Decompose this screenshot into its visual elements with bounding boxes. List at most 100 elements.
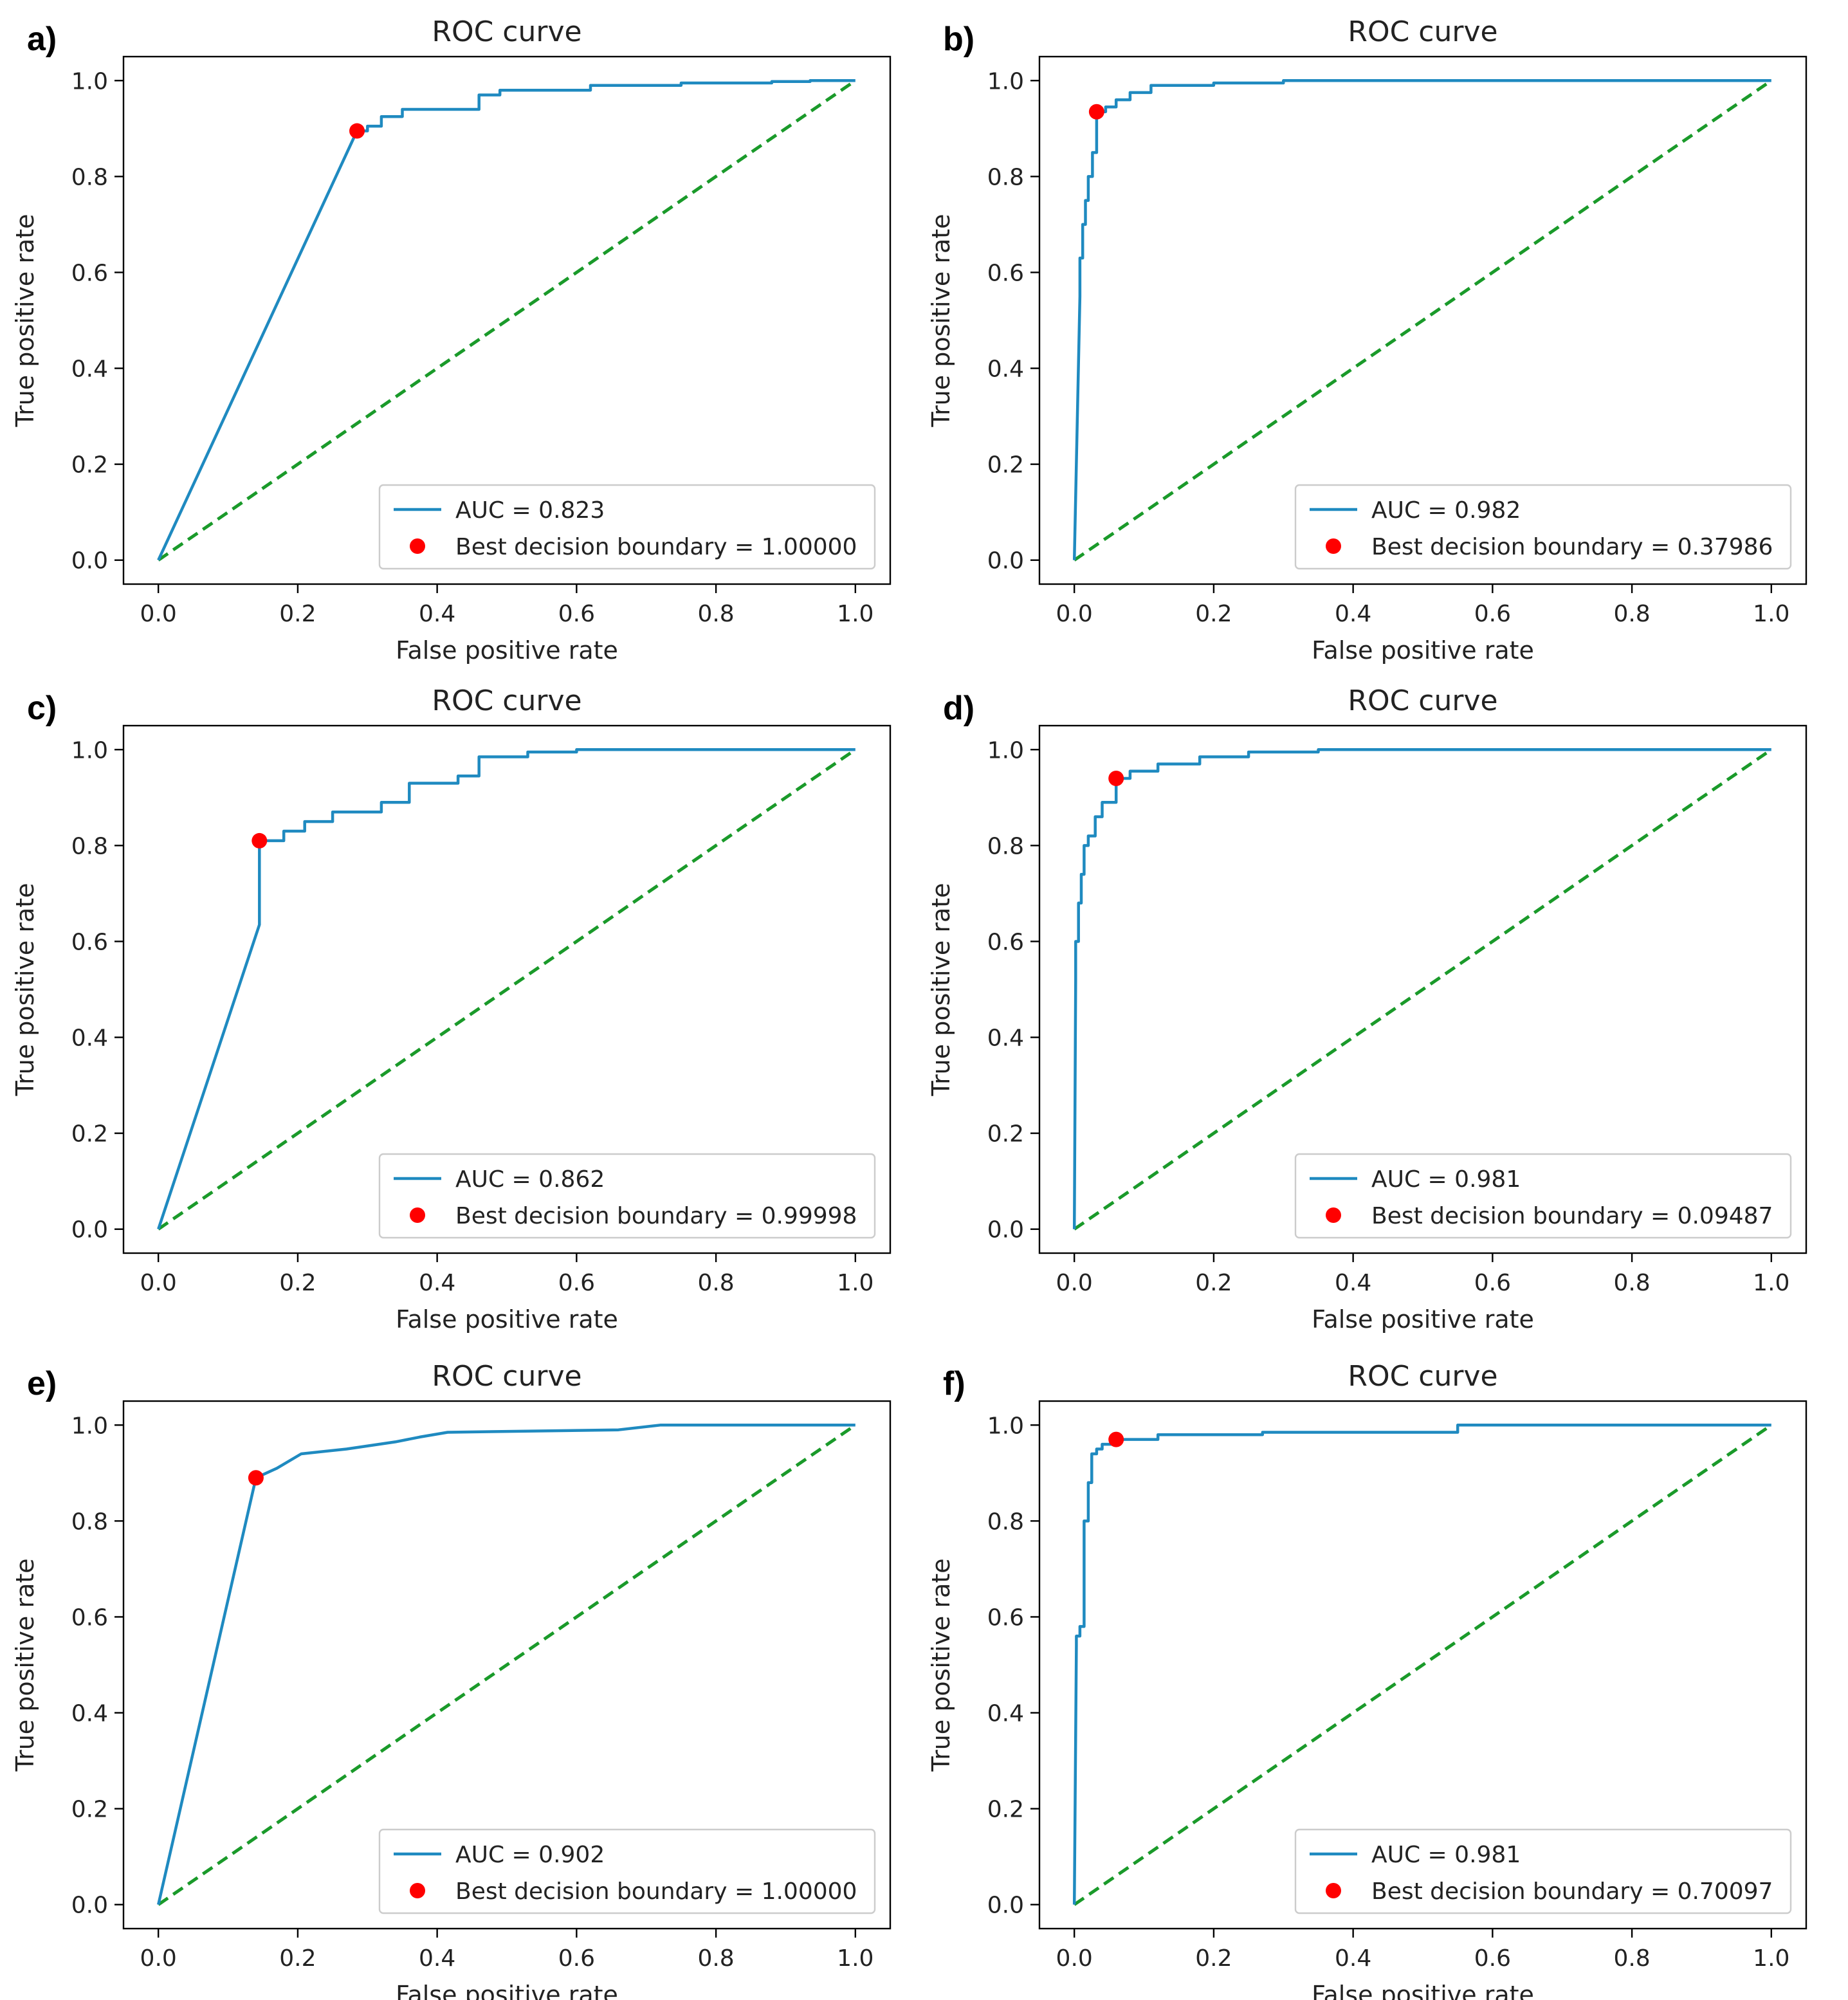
chance-diagonal-line: [157, 1424, 857, 1906]
roc-curve-line: [157, 1424, 855, 1905]
x-tick-label: 1.0: [1753, 1945, 1789, 1972]
x-tick-label: 0.6: [558, 601, 595, 627]
y-tick-label: 1.0: [987, 68, 1024, 95]
legend-auc-label: AUC = 0.981: [1371, 1166, 1521, 1193]
y-axis-label: True positive rate: [11, 883, 39, 1096]
x-tick-label: 0.6: [558, 1270, 595, 1296]
legend-point-swatch: [410, 1207, 425, 1223]
y-axis-label: True positive rate: [927, 883, 955, 1096]
x-tick-label: 0.0: [140, 601, 177, 627]
y-tick-label: 0.4: [71, 356, 108, 383]
legend-point-swatch: [1326, 538, 1341, 554]
x-tick-label: 0.2: [279, 1270, 316, 1296]
y-tick-label: 0.8: [71, 164, 108, 190]
y-axis-label: True positive rate: [927, 214, 955, 427]
x-tick-label: 0.0: [1056, 1270, 1093, 1296]
y-tick-label: 0.4: [987, 1025, 1024, 1052]
x-tick-label: 0.0: [140, 1270, 177, 1296]
y-tick-label: 1.0: [71, 1413, 108, 1439]
best-decision-point: [248, 1470, 264, 1486]
best-decision-point: [349, 123, 365, 139]
x-tick-label: 0.0: [1056, 601, 1093, 627]
roc-curve-line: [157, 748, 855, 1230]
roc-panel-f: f) ROC curve 0.0 0.2 0.4 0.6 0.8 1.0 0.0 0.2 0.4 0.…: [927, 1360, 1807, 2000]
chart-title: ROC curve: [432, 15, 581, 48]
legend-box: [1294, 484, 1792, 570]
roc-panel-d: d) ROC curve 0.0 0.2 0.4 0.6 0.8 1.0 0.0 0.2 0.4 0.…: [927, 684, 1807, 1334]
x-tick-label: 1.0: [1753, 601, 1789, 627]
y-tick-label: 0.6: [71, 929, 108, 955]
x-axis-label: False positive rate: [1312, 636, 1534, 665]
legend-box: [1294, 1153, 1792, 1239]
y-tick-label: 0.6: [987, 1604, 1024, 1631]
x-tick-label: 1.0: [837, 601, 874, 627]
roc-panel-e: e) ROC curve 0.0 0.2 0.4 0.6 0.8 1.0 0.0 0.2 0.4 0.…: [11, 1360, 892, 2000]
x-tick-label: 0.2: [279, 1945, 316, 1972]
axes-frame: [1038, 724, 1807, 1254]
x-axis-label: False positive rate: [396, 636, 618, 665]
x-axis-label: False positive rate: [1312, 1981, 1534, 2000]
chance-diagonal-line: [1073, 79, 1773, 562]
roc-panel-a: a) ROC curve 0.0 0.2 0.4 0.6 0.8 1.0 0.0 0.2 0.4 0.…: [11, 15, 892, 665]
axes-frame: [122, 1400, 892, 1930]
x-axis-label: False positive rate: [1312, 1305, 1534, 1334]
best-decision-point: [252, 832, 268, 849]
y-tick-label: 0.2: [71, 1797, 108, 1823]
legend-point-swatch: [410, 1883, 425, 1898]
y-tick-label: 0.6: [987, 929, 1024, 955]
x-tick-label: 0.8: [1613, 601, 1650, 627]
roc-curve-line: [157, 79, 855, 561]
x-tick-label: 0.4: [1335, 601, 1371, 627]
y-tick-label: 0.2: [71, 1121, 108, 1148]
x-tick-label: 0.6: [1474, 601, 1511, 627]
x-tick-label: 0.8: [1613, 1945, 1650, 1972]
axes-frame: [122, 724, 892, 1254]
axes-frame: [1038, 1400, 1807, 1930]
y-tick-label: 0.4: [987, 1701, 1024, 1727]
axes-frame: [122, 55, 892, 585]
y-tick-label: 0.6: [71, 260, 108, 286]
y-tick-label: 0.0: [71, 1893, 108, 1919]
legend-boundary-label: Best decision boundary = 0.70097: [1371, 1878, 1773, 1905]
panel-label: b): [943, 21, 974, 58]
y-tick-label: 0.4: [71, 1701, 108, 1727]
x-tick-label: 0.8: [697, 601, 734, 627]
best-decision-point: [1108, 771, 1124, 786]
y-tick-label: 0.0: [987, 548, 1024, 574]
y-tick-label: 0.8: [71, 833, 108, 859]
x-tick-label: 0.6: [558, 1945, 595, 1972]
chance-diagonal-line: [1073, 748, 1773, 1231]
y-tick-label: 0.0: [987, 1893, 1024, 1919]
y-axis-label: True positive rate: [927, 1558, 955, 1772]
x-tick-label: 0.2: [279, 601, 316, 627]
legend-boundary-label: Best decision boundary = 0.37986: [1371, 534, 1773, 560]
legend-point-swatch: [1326, 1883, 1341, 1898]
y-tick-label: 1.0: [71, 68, 108, 95]
x-tick-label: 0.2: [1195, 1270, 1232, 1296]
legend-boundary-label: Best decision boundary = 1.00000: [455, 534, 857, 560]
legend-boundary-label: Best decision boundary = 0.09487: [1371, 1203, 1773, 1229]
y-tick-label: 0.0: [987, 1217, 1024, 1243]
x-tick-label: 1.0: [837, 1945, 874, 1972]
x-tick-label: 0.6: [1474, 1270, 1511, 1296]
x-tick-label: 0.6: [1474, 1945, 1511, 1972]
chart-title: ROC curve: [432, 684, 581, 717]
legend-point-swatch: [410, 538, 425, 554]
y-tick-label: 0.0: [71, 1217, 108, 1243]
y-tick-label: 0.0: [71, 548, 108, 574]
y-tick-label: 0.8: [71, 1509, 108, 1535]
y-tick-label: 0.2: [987, 452, 1024, 479]
best-decision-point: [1088, 104, 1104, 120]
chance-diagonal-line: [1073, 1424, 1773, 1906]
axes-frame: [1038, 55, 1807, 585]
y-tick-label: 0.6: [987, 260, 1024, 286]
legend-boundary-label: Best decision boundary = 1.00000: [455, 1878, 857, 1905]
roc-curve-line: [1072, 1424, 1771, 1905]
y-tick-label: 1.0: [987, 1413, 1024, 1439]
chart-title: ROC curve: [432, 1360, 581, 1393]
legend-box: [378, 484, 876, 570]
x-tick-label: 0.4: [419, 1270, 455, 1296]
x-tick-label: 0.8: [1613, 1270, 1650, 1296]
legend-auc-label: AUC = 0.823: [455, 497, 605, 524]
